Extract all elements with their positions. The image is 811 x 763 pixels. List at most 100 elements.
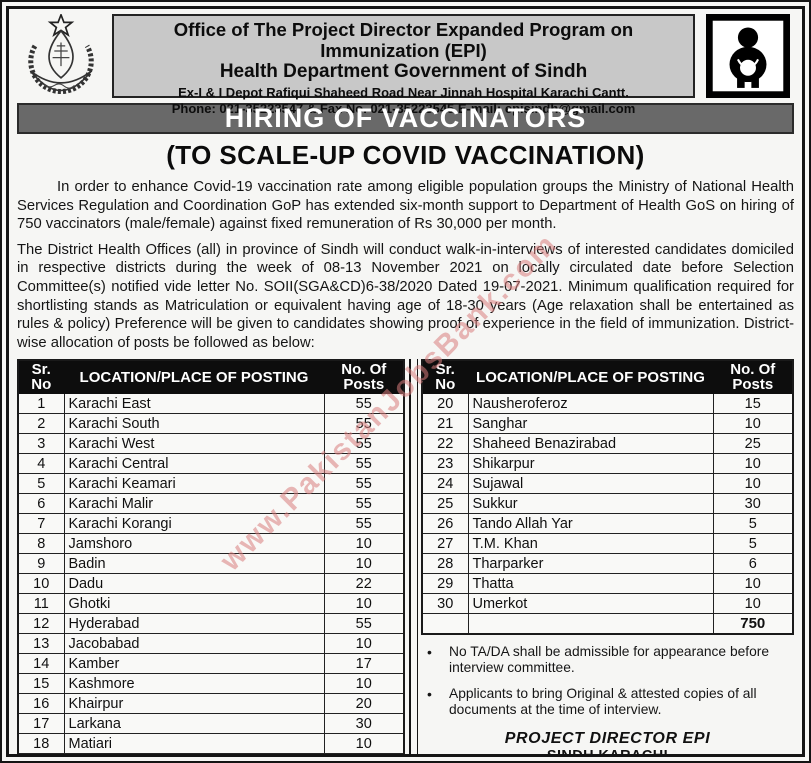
column-divider [409,359,418,754]
sr-no-cell: 10 [17,573,65,595]
table-row: 28 Tharparker 6 [421,553,794,575]
sr-no-cell: 18 [17,733,65,754]
posts-cell: 55 [323,613,405,635]
location-cell: Karachi East [63,393,325,415]
posts-cell: 5 [712,533,794,555]
table-row: 14 Kamber 17 [17,653,405,675]
location-cell: Matiari [63,733,325,754]
location-cell: Larkana [63,713,325,735]
posts-cell: 6 [712,553,794,575]
posts-cell: 10 [323,533,405,555]
posts-cell: 5 [712,513,794,535]
table-row: 26 Tando Allah Yar 5 [421,513,794,535]
sr-no-cell: 11 [17,593,65,615]
posts-cell: 10 [323,673,405,695]
table-row: 11 Ghotki 10 [17,593,405,615]
location-cell: Karachi Korangi [63,513,325,535]
posts-cell: 55 [323,513,405,535]
table-row: 25 Sukkur 30 [421,493,794,515]
posts-cell: 55 [323,473,405,495]
note-item: • No TA/DA shall be admissible for appear… [427,644,792,677]
posts-cell: 30 [323,713,405,735]
office-title: Office of The Project Director Expanded … [173,19,634,61]
location-cell: Shaheed Benazirabad [467,433,714,455]
table-row: 6 Karachi Malir 55 [17,493,405,515]
location-cell: Sujawal [467,473,714,495]
location-cell: Karachi Keamari [63,473,325,495]
location-cell: Jacobabad [63,633,325,655]
location-cell: Sukkur [467,493,714,515]
department-title: Health Department Government of Sindh [219,61,588,82]
office-header-box: Office of The Project Director Expanded … [112,14,695,116]
location-cell: Karachi Malir [63,493,325,515]
table-row: 8 Jamshoro 10 [17,533,405,555]
right-table-column: Sr. No LOCATION/PLACE OF POSTING No. Of … [421,359,794,754]
sr-no-cell: 17 [17,713,65,735]
location-cell: Ghotki [63,593,325,615]
col-posts: No. Of Posts [323,359,405,395]
table-row: 18 Matiari 10 [17,733,405,754]
table-row: 15 Kashmore 10 [17,673,405,695]
sr-no-cell: 14 [17,653,65,675]
sindh-government-emblem-icon [17,14,105,98]
sr-no-cell: 13 [17,633,65,655]
location-cell: Tando Allah Yar [467,513,714,535]
sr-no-cell: 20 [421,393,469,415]
posts-cell: 55 [323,413,405,435]
posts-cell: 10 [712,473,794,495]
posts-cell: 10 [323,593,405,615]
sr-no-cell: 19 [17,753,65,754]
empty-cell [421,613,469,635]
note-text: No TA/DA shall be admissible for appeara… [449,643,770,676]
posts-cell: 55 [323,453,405,475]
location-cell: Nausheroferoz [467,393,714,415]
location-cell: Karachi West [63,433,325,455]
sr-no-cell: 1 [17,393,65,415]
table-row: 1 Karachi East 55 [17,393,405,415]
bullet-icon: • [427,643,432,660]
posts-cell: 30 [712,493,794,515]
table-row: 24 Sujawal 10 [421,473,794,495]
sr-no-cell: 7 [17,513,65,535]
sr-no-cell: 6 [17,493,65,515]
posts-cell: 17 [323,653,405,675]
table-row: 23 Shikarpur 10 [421,453,794,475]
location-cell: Badin [63,553,325,575]
sr-no-cell: 21 [421,413,469,435]
paragraph-support: In order to enhance Covid-19 vaccination… [17,179,794,233]
sr-no-cell: 9 [17,553,65,575]
sr-no-cell: 27 [421,533,469,555]
signature-title: PROJECT DIRECTOR EPI [504,729,711,747]
table-row: 21 Sanghar 10 [421,413,794,435]
sr-no-cell: 4 [17,453,65,475]
col-sr-no: Sr. No [17,359,65,395]
posts-cell: 10 [323,553,405,575]
subtitle: (TO SCALE-UP COVID VACCINATION) [166,140,645,170]
left-table-column: Sr. No LOCATION/PLACE OF POSTING No. Of … [17,359,405,754]
advertisement-inner-frame: Office of The Project Director Expanded … [6,6,805,757]
office-address: Ex-I & I Depot Rafiqui Shaheed Road Near… [178,85,629,100]
total-posts-cell: 750 [712,613,794,635]
table-row: 12 Hyderabad 55 [17,613,405,635]
col-location: LOCATION/PLACE OF POSTING [63,359,325,395]
table-row: 30 Umerkot 10 [421,593,794,615]
location-cell: Karachi Central [63,453,325,475]
posts-cell: 10 [712,453,794,475]
empty-cell [467,613,714,635]
location-cell: Thatta [467,573,714,595]
table-row: 22 Shaheed Benazirabad 25 [421,433,794,455]
posts-table-right: Sr. No LOCATION/PLACE OF POSTING No. Of … [421,359,794,635]
col-sr-no: Sr. No [421,359,469,395]
epi-mother-child-icon [702,14,794,98]
sr-no-cell: 12 [17,613,65,635]
main-title-banner: HIRING OF VACCINATORS [17,103,794,134]
location-cell: Dadu [63,573,325,595]
total-row: 750 [421,613,794,635]
sr-no-cell: 8 [17,533,65,555]
table-row: 29 Thatta 10 [421,573,794,595]
table-row: 2 Karachi South 55 [17,413,405,435]
location-cell: Kashmore [63,673,325,695]
location-cell: Hyderabad [63,613,325,635]
sr-no-cell: 30 [421,593,469,615]
